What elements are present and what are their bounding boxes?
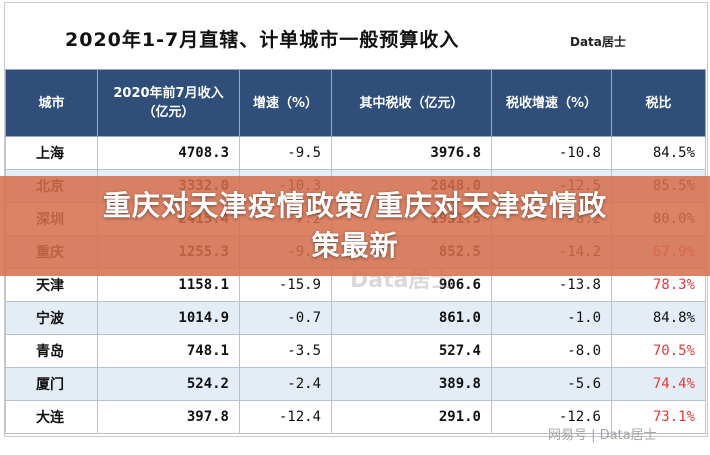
brand-label: Data居士 [570,35,626,49]
income-cell: 748.1 [97,334,240,368]
ratio-cell: 70.5% [611,334,706,368]
ratio-cell: 84.5% [611,136,706,170]
city-cell: 青岛 [5,334,98,368]
title-bar: 2020年1-7月直辖、计单城市一般预算收入 Data居士 [5,3,705,69]
header-row: 城市 2020年前7月收入 （亿元） 增速（%） 其中税收（亿元） 税收增速（%… [5,69,706,137]
city-cell: 厦门 [5,367,98,401]
overlay-banner [0,176,710,276]
tax-growth-cell: -12.6 [491,400,612,434]
banner-line-2: 策最新 [311,229,399,262]
growth-cell: -2.4 [239,367,332,401]
ratio-cell: 84.8% [611,301,706,335]
header-tax: 其中税收（亿元） [331,69,492,137]
header-city: 城市 [5,69,98,137]
table-row: 大连 397.8 -12.4 291.0 -12.6 73.1% [5,400,706,434]
tax-growth-cell: -1.0 [491,301,612,335]
tax-cell: 389.8 [331,367,492,401]
income-cell: 1014.9 [97,301,240,335]
income-cell: 4708.3 [97,136,240,170]
tax-cell: 291.0 [331,400,492,434]
income-cell: 397.8 [97,400,240,434]
ratio-cell: 73.1% [611,400,706,434]
city-cell: 宁波 [5,301,98,335]
income-cell: 524.2 [97,367,240,401]
table-row: 天津 1158.1 -15.9 906.6 -13.8 78.3% [5,268,706,302]
table-row: 上海 4708.3 -9.5 3976.8 -10.8 84.5% [5,136,706,170]
tax-growth-cell: -8.0 [491,334,612,368]
banner-headline: 重庆对天津疫情政策/重庆对天津疫情政 策最新 [0,186,710,266]
bottom-watermark: 网易号 | Data居士 [548,428,657,443]
tax-growth-cell: -5.6 [491,367,612,401]
table-row: 厦门 524.2 -2.4 389.8 -5.6 74.4% [5,367,706,401]
header-growth: 增速（%） [239,69,332,137]
header-tax-growth: 税收增速（%） [491,69,612,137]
header-ratio: 税比 [611,69,706,137]
growth-cell: -9.5 [239,136,332,170]
ratio-cell: 74.4% [611,367,706,401]
tax-cell: 861.0 [331,301,492,335]
header-income: 2020年前7月收入 （亿元） [97,69,240,137]
growth-cell: -12.4 [239,400,332,434]
table-title: 2020年1-7月直辖、计单城市一般预算收入 [65,29,460,51]
tax-growth-cell: -10.8 [491,136,612,170]
tax-cell: 3976.8 [331,136,492,170]
city-cell: 大连 [5,400,98,434]
table-row: 宁波 1014.9 -0.7 861.0 -1.0 84.8% [5,301,706,335]
growth-cell: -3.5 [239,334,332,368]
banner-line-1: 重庆对天津疫情政策/重庆对天津疫情政 [102,189,608,222]
growth-cell: -0.7 [239,301,332,335]
tax-cell: 527.4 [331,334,492,368]
table-row: 青岛 748.1 -3.5 527.4 -8.0 70.5% [5,334,706,368]
city-cell: 上海 [5,136,98,170]
